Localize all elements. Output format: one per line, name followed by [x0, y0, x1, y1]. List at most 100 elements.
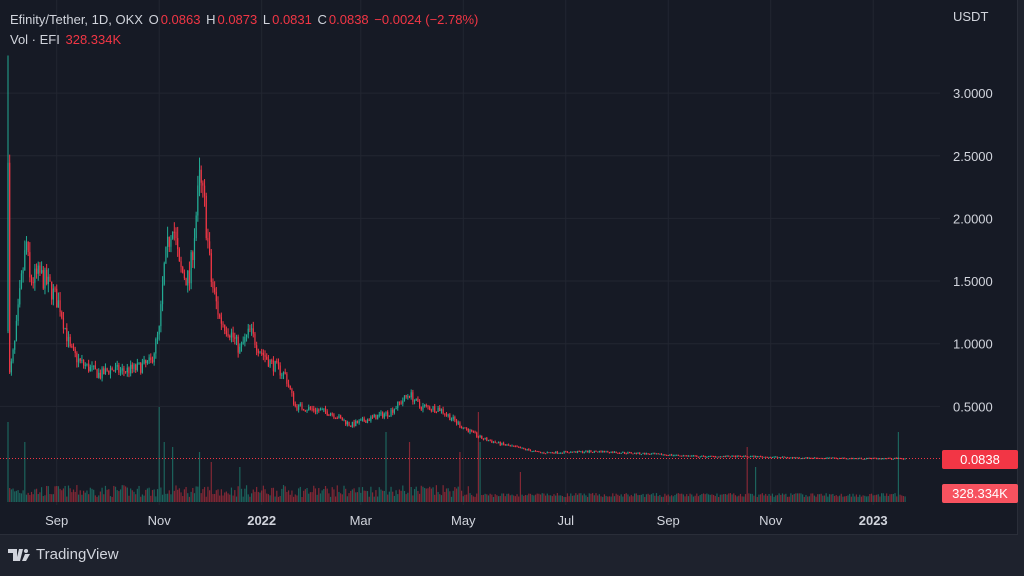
- candle-body: [538, 451, 540, 453]
- volume-bar: [523, 495, 525, 502]
- candle-body: [135, 364, 137, 371]
- volume-bar: [649, 494, 651, 502]
- volume-bar: [889, 494, 891, 502]
- volume-bar: [62, 488, 65, 502]
- volume-bar: [481, 495, 483, 502]
- candle-body: [671, 454, 673, 456]
- volume-bar: [788, 496, 790, 502]
- candle-body: [706, 456, 708, 458]
- volume-bar: [657, 496, 659, 502]
- volume-bar: [452, 490, 454, 502]
- volume-bar: [797, 493, 799, 502]
- candle-body: [531, 451, 533, 453]
- candle-body: [59, 300, 61, 313]
- volume-bar: [768, 493, 770, 502]
- volume-bar: [202, 489, 204, 502]
- volume-bar: [575, 493, 577, 502]
- candle-body: [476, 432, 478, 437]
- open-value: 0.0863: [160, 12, 201, 27]
- chart-panel[interactable]: 3.0000 2.5000 2.0000 1.5000 1.0000 0.5000 Sep N…: [0, 0, 1018, 535]
- candle-body: [141, 363, 143, 373]
- candle-body: [570, 451, 572, 453]
- volume-bar: [667, 494, 669, 502]
- volume-bar: [52, 494, 54, 502]
- volume-bar: [795, 493, 797, 502]
- volume-bar: [402, 485, 404, 502]
- volume-bar: [442, 485, 444, 502]
- candle-body: [503, 442, 505, 445]
- candle-body: [20, 273, 23, 289]
- candle-body: [783, 456, 785, 458]
- candle-body: [588, 450, 590, 453]
- volume-label[interactable]: Vol · EFI: [10, 32, 60, 47]
- brand-label: TradingView: [36, 546, 119, 563]
- candle-body: [839, 457, 841, 459]
- volume-bar: [49, 494, 51, 502]
- volume-bar: [662, 496, 664, 502]
- volume-bar: [235, 496, 238, 502]
- candle-body: [41, 270, 43, 273]
- volume-bar: [872, 495, 874, 502]
- price-chart[interactable]: 3.0000 2.5000 2.0000 1.5000 1.0000 0.5000 Sep N…: [0, 0, 1018, 535]
- candle-body: [104, 368, 107, 375]
- candle-body: [235, 336, 238, 339]
- volume-bar: [533, 495, 535, 502]
- candle-body: [321, 409, 323, 411]
- volume-bar: [770, 495, 772, 502]
- volume-bar: [345, 488, 347, 502]
- candle-body: [497, 441, 500, 443]
- volume-bar: [494, 494, 496, 502]
- candle-body: [259, 352, 261, 354]
- volume-bar: [103, 494, 105, 502]
- volume-bar: [702, 493, 705, 502]
- candle-body: [702, 455, 705, 457]
- volume-bar: [205, 496, 207, 502]
- volume-bar: [281, 488, 283, 502]
- candle-body: [301, 404, 303, 410]
- candle-body: [188, 270, 191, 284]
- symbol-label[interactable]: Efinity/Tether, 1D, OKX: [10, 12, 143, 27]
- volume-bar: [286, 491, 288, 502]
- volume-bar: [763, 495, 765, 502]
- candle-body: [492, 441, 495, 443]
- volume-bar: [42, 496, 44, 502]
- volume-bar: [277, 496, 280, 502]
- candle-body: [197, 185, 199, 216]
- volume-bar: [257, 491, 259, 502]
- volume-bar: [860, 496, 863, 502]
- candle-body: [780, 457, 782, 459]
- candle-body: [296, 406, 298, 410]
- candle-body: [748, 456, 750, 458]
- candle-body: [484, 437, 486, 440]
- candle-body: [271, 360, 273, 362]
- volume-bar: [513, 495, 515, 502]
- candle-body: [333, 414, 335, 418]
- candle-body: [728, 455, 730, 457]
- volume-bar: [217, 489, 219, 502]
- volume-bar: [874, 495, 876, 502]
- volume-bar: [462, 496, 464, 502]
- volume-bar: [304, 489, 306, 502]
- candle-body: [155, 338, 157, 354]
- volume-bar: [172, 447, 174, 502]
- volume-bar: [622, 496, 624, 502]
- volume-bar: [610, 496, 612, 502]
- volume-bar: [353, 488, 355, 502]
- candle-body: [281, 374, 283, 376]
- volume-bar: [839, 495, 841, 502]
- volume-bar: [827, 496, 829, 502]
- volume-bar: [155, 496, 157, 502]
- tradingview-brand[interactable]: TradingView: [8, 546, 119, 563]
- volume-bar: [407, 492, 409, 502]
- currency-label[interactable]: USDT: [953, 9, 989, 24]
- volume-bar: [840, 493, 842, 502]
- volume-bar: [378, 487, 380, 502]
- volume-bar: [393, 495, 395, 502]
- volume-bar: [17, 490, 19, 502]
- candle-body: [375, 414, 377, 420]
- candle-body: [555, 451, 557, 454]
- volume-bar: [57, 486, 59, 502]
- candle-body: [766, 456, 768, 458]
- candle-body: [393, 409, 395, 413]
- y-tick-label: 2.0000: [953, 211, 993, 226]
